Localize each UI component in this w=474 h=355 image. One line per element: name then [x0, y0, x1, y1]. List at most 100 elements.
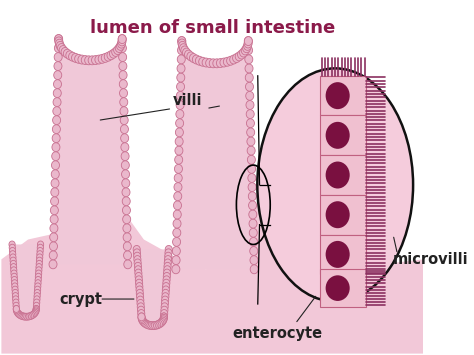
Circle shape: [53, 107, 61, 116]
Circle shape: [163, 279, 170, 287]
Circle shape: [52, 143, 60, 152]
Text: microvilli: microvilli: [393, 252, 469, 267]
Circle shape: [13, 306, 19, 312]
Polygon shape: [320, 76, 366, 115]
Circle shape: [121, 152, 129, 161]
Circle shape: [53, 89, 61, 98]
Ellipse shape: [326, 122, 350, 149]
Circle shape: [36, 257, 43, 264]
Circle shape: [53, 125, 60, 133]
Circle shape: [223, 57, 231, 66]
Circle shape: [164, 259, 171, 267]
Circle shape: [34, 289, 40, 296]
Text: enterocyte: enterocyte: [232, 326, 322, 341]
Circle shape: [18, 312, 24, 319]
Circle shape: [192, 55, 201, 64]
Circle shape: [162, 286, 169, 294]
Circle shape: [246, 91, 254, 100]
Circle shape: [137, 296, 144, 304]
Ellipse shape: [257, 69, 413, 301]
Circle shape: [54, 53, 62, 61]
Circle shape: [36, 270, 42, 277]
Circle shape: [146, 321, 154, 329]
Circle shape: [9, 251, 16, 258]
Circle shape: [235, 52, 243, 61]
Circle shape: [121, 134, 128, 143]
Circle shape: [206, 59, 214, 67]
Circle shape: [175, 146, 183, 155]
Circle shape: [163, 272, 170, 280]
Circle shape: [119, 89, 128, 98]
Circle shape: [12, 293, 18, 300]
Circle shape: [245, 64, 253, 73]
Circle shape: [248, 183, 256, 192]
Circle shape: [14, 309, 21, 316]
Text: crypt: crypt: [59, 291, 102, 306]
Circle shape: [120, 98, 128, 106]
Circle shape: [180, 44, 188, 53]
Circle shape: [37, 244, 44, 251]
Circle shape: [249, 237, 257, 246]
Circle shape: [51, 197, 59, 206]
Circle shape: [33, 307, 39, 314]
Circle shape: [49, 251, 57, 260]
Circle shape: [35, 273, 42, 280]
Circle shape: [135, 272, 142, 280]
Circle shape: [199, 57, 207, 66]
Circle shape: [140, 318, 147, 326]
Circle shape: [137, 303, 145, 311]
Circle shape: [34, 296, 40, 303]
Circle shape: [241, 46, 249, 55]
Circle shape: [177, 73, 185, 82]
Circle shape: [136, 286, 143, 294]
Circle shape: [247, 137, 255, 146]
Ellipse shape: [326, 82, 350, 109]
Circle shape: [114, 45, 122, 55]
Circle shape: [59, 45, 67, 55]
Circle shape: [173, 237, 181, 246]
Circle shape: [119, 62, 127, 71]
Circle shape: [49, 260, 57, 269]
Circle shape: [13, 307, 19, 314]
Ellipse shape: [326, 201, 350, 228]
Circle shape: [138, 316, 146, 324]
Circle shape: [250, 265, 258, 274]
Circle shape: [165, 245, 173, 253]
Circle shape: [174, 174, 182, 182]
Circle shape: [13, 306, 19, 312]
Circle shape: [177, 64, 185, 73]
Polygon shape: [137, 250, 169, 326]
Circle shape: [175, 137, 183, 146]
Circle shape: [54, 71, 62, 80]
Circle shape: [250, 256, 258, 264]
Circle shape: [176, 119, 183, 128]
Circle shape: [245, 55, 253, 64]
Circle shape: [21, 313, 27, 320]
Circle shape: [178, 39, 186, 48]
Circle shape: [34, 299, 40, 306]
Polygon shape: [320, 115, 366, 155]
Circle shape: [137, 299, 144, 307]
Circle shape: [9, 241, 15, 248]
Circle shape: [161, 306, 168, 314]
Circle shape: [54, 62, 62, 71]
Circle shape: [10, 257, 16, 264]
Circle shape: [173, 201, 182, 210]
Circle shape: [119, 80, 128, 89]
Circle shape: [64, 49, 72, 58]
Circle shape: [69, 52, 77, 61]
Circle shape: [150, 322, 157, 329]
Circle shape: [161, 303, 168, 311]
Polygon shape: [320, 155, 366, 195]
Circle shape: [33, 302, 40, 309]
Circle shape: [98, 54, 106, 63]
Circle shape: [249, 210, 257, 219]
Circle shape: [172, 256, 180, 264]
Circle shape: [160, 315, 167, 322]
Circle shape: [135, 266, 142, 274]
Circle shape: [119, 71, 127, 80]
Circle shape: [181, 46, 189, 55]
Circle shape: [121, 170, 129, 179]
Circle shape: [176, 91, 184, 100]
Circle shape: [248, 192, 256, 201]
